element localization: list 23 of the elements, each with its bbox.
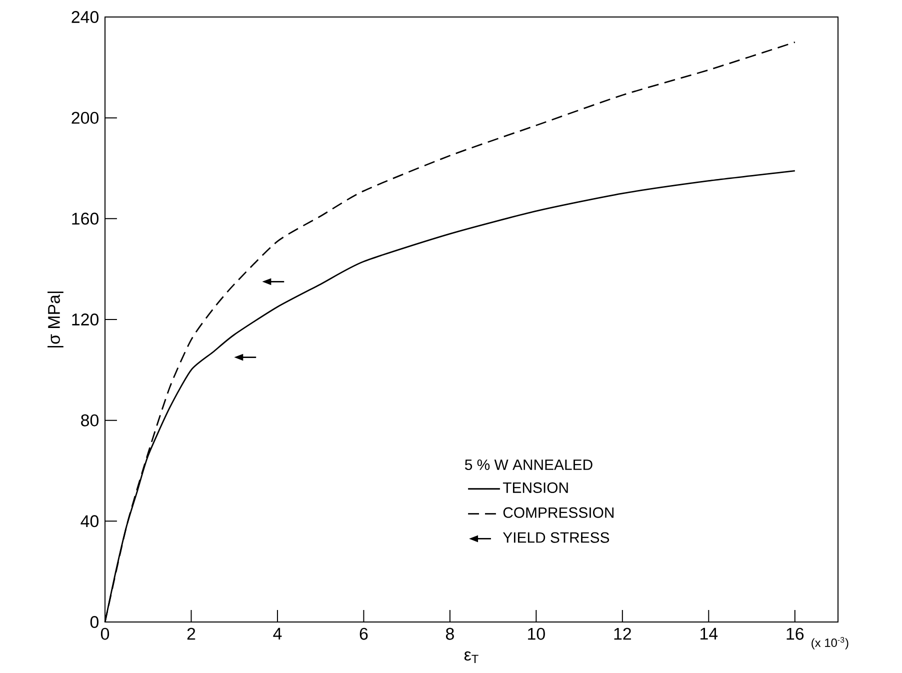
x-tick-label: 0 bbox=[100, 628, 110, 640]
y-tick-label: 40 bbox=[80, 515, 98, 528]
x-tick-label: 2 bbox=[187, 628, 196, 640]
legend-label: COMPRESSION bbox=[503, 507, 614, 518]
x-tick-label: 16 bbox=[786, 628, 804, 640]
x-tick-label: 14 bbox=[700, 628, 718, 640]
x-axis-title: ε$_{T}$ bbox=[464, 651, 478, 664]
y-tick-label: 80 bbox=[81, 414, 98, 426]
y-tick-label: 120 bbox=[72, 314, 98, 326]
y-tick-label: 0 bbox=[90, 616, 98, 628]
text: (x 10$^{-3}$) bbox=[812, 636, 848, 650]
y-axis-title: |σ MPa| bbox=[48, 292, 64, 348]
x-tick-label: 12 bbox=[614, 628, 631, 640]
legend-label: TENSION bbox=[502, 482, 568, 493]
legend-label: YIELD STRESS bbox=[502, 532, 610, 543]
x-tick-label: 8 bbox=[446, 628, 454, 640]
y-tick-label: 160 bbox=[72, 212, 98, 225]
y-tick-label: 200 bbox=[72, 112, 98, 124]
x-tick-label: 10 bbox=[528, 628, 545, 640]
y-tick-label: 240 bbox=[72, 11, 98, 23]
x-tick-label: 4 bbox=[273, 628, 282, 640]
x-tick-label: 6 bbox=[360, 628, 368, 640]
legend-title: 5 % W ANNEALED bbox=[464, 460, 592, 470]
